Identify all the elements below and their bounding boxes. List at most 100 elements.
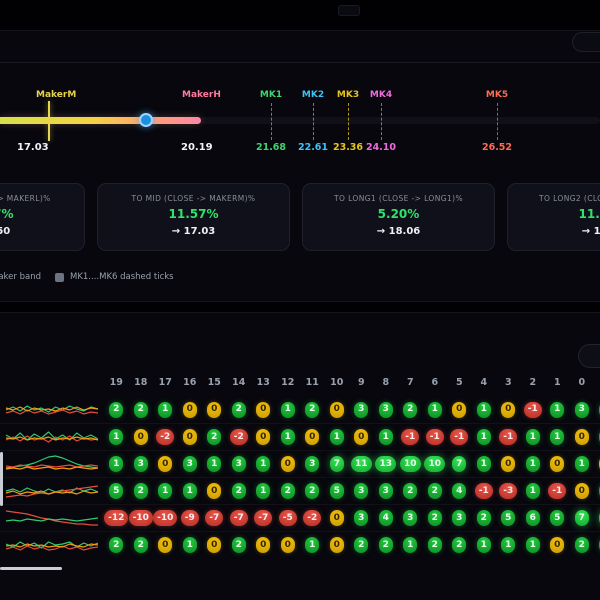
legend-label: Maker band <box>0 272 41 282</box>
value-badge: 1 <box>109 429 124 445</box>
value-badge: 1 <box>280 429 295 445</box>
value-badge: 0 <box>329 401 344 418</box>
horizontal-scrollbar-thumb[interactable] <box>0 567 62 570</box>
column-header: 14 <box>232 377 246 388</box>
card-value: 11.40% <box>578 207 600 221</box>
value-badge: 0 <box>550 456 565 472</box>
value-badge: -2 <box>303 510 322 526</box>
value-badge: 6 <box>525 510 540 526</box>
value-badge: 0 <box>574 483 589 499</box>
value-badge: -7 <box>229 510 248 526</box>
value-badge: 1 <box>427 401 442 418</box>
value-badge: 5 <box>109 483 124 499</box>
column-header: 11 <box>305 377 319 388</box>
value-badge: 0 <box>329 510 344 526</box>
value-badge: -2 <box>156 429 175 445</box>
value-badge: 2 <box>403 483 418 499</box>
value-badge: 3 <box>354 510 369 526</box>
value-badge: 2 <box>574 537 589 553</box>
value-badge: 2 <box>231 537 246 553</box>
column-header: 15 <box>207 377 221 388</box>
value-badge: 1 <box>207 456 222 472</box>
sparkline-chart <box>4 480 100 503</box>
value-badge: 0 <box>182 429 197 445</box>
panel-corner-button[interactable] <box>572 32 600 52</box>
matrix-toolbar-button[interactable] <box>578 344 600 368</box>
stat-card: TO LONG1 (CLOSE -> LONG1)% 5.20% → 18.06 <box>302 183 495 251</box>
value-badge: 2 <box>109 401 124 418</box>
slider-handle[interactable] <box>139 113 153 127</box>
value-badge: 2 <box>452 537 467 553</box>
value-badge: 1 <box>182 537 197 553</box>
value-badge: 0 <box>158 456 173 472</box>
vertical-scrollbar-thumb[interactable] <box>0 452 3 506</box>
value-badge: 1 <box>305 537 320 553</box>
value-badge: 0 <box>256 401 271 418</box>
value-badge: 0 <box>305 429 320 445</box>
mk-tick-line <box>271 103 272 140</box>
value-badge: 1 <box>574 456 589 472</box>
value-badge: 13 <box>375 456 397 472</box>
card-sub: → 19.03 <box>581 226 600 237</box>
mk-tick-value: 21.68 <box>255 142 287 153</box>
legend-item: MK1....MK6 dashed ticks <box>54 272 174 282</box>
value-badge: 0 <box>280 456 295 472</box>
top-chip <box>338 5 360 16</box>
value-badge: 1 <box>256 483 271 499</box>
sparkline-chart <box>4 453 100 476</box>
badge-grid: 220102001022122111021 <box>104 532 600 558</box>
value-badge: 2 <box>133 401 148 418</box>
value-badge: 2 <box>427 483 442 499</box>
card-value: 5.20% <box>377 207 420 221</box>
marker-value: 17.03 <box>17 142 49 153</box>
value-badge: 1 <box>525 537 540 553</box>
value-badge: 2 <box>378 537 393 553</box>
mk-tick-value: 24.10 <box>365 142 397 153</box>
value-badge: 2 <box>109 537 124 553</box>
sparkline-chart <box>4 507 100 530</box>
value-badge: 1 <box>525 456 540 472</box>
stat-card: TO MID (CLOSE -> MAKERM)% 11.57% → 17.03 <box>97 183 290 251</box>
value-badge: -12 <box>104 510 129 526</box>
value-badge: 0 <box>207 401 222 418</box>
value-badge: 2 <box>476 510 491 526</box>
table-header: 19 18 17 16 15 14 13 12 11 10 9 8 7 6 5 4 3 2 1 0 <box>104 377 600 388</box>
value-badge: 0 <box>256 537 271 553</box>
value-badge: 0 <box>501 456 516 472</box>
column-header: 18 <box>134 377 148 388</box>
value-badge: 2 <box>207 429 222 445</box>
value-badge: 1 <box>476 401 491 418</box>
value-badge: 3 <box>378 483 393 499</box>
sparkline-chart <box>4 534 100 557</box>
value-badge: 0 <box>133 429 148 445</box>
value-badge: 1 <box>280 401 295 418</box>
mk-tick-value: 26.52 <box>481 142 513 153</box>
value-badge: 4 <box>378 510 393 526</box>
value-badge: 0 <box>280 537 295 553</box>
cards-row: TO LOW (CLOSE -> MAKERL)% 13.57% → 15.50… <box>0 183 600 251</box>
value-badge: -10 <box>153 510 178 526</box>
value-badge: -9 <box>180 510 199 526</box>
value-badge: 0 <box>207 537 222 553</box>
value-badge: 3 <box>452 510 467 526</box>
value-badge: 3 <box>182 456 197 472</box>
value-badge: 0 <box>501 401 516 418</box>
value-badge: 1 <box>256 456 271 472</box>
card-sub: → 18.06 <box>376 226 421 237</box>
value-badge: 0 <box>452 401 467 418</box>
value-badge: 3 <box>378 401 393 418</box>
card-title: TO LONG2 (CLOSE -> LONG2)% <box>539 194 600 203</box>
mk-tick-value: 22.61 <box>297 142 329 153</box>
value-badge: 2 <box>133 537 148 553</box>
stat-card: TO LOW (CLOSE -> MAKERL)% 13.57% → 15.50 <box>0 183 85 251</box>
value-badge: -1 <box>548 483 567 499</box>
value-badge: 1 <box>158 401 173 418</box>
value-badge: 4 <box>452 483 467 499</box>
value-badge: -1 <box>425 429 444 445</box>
value-badge: 3 <box>133 456 148 472</box>
marker-label: MakerM <box>36 90 77 100</box>
table-rows: 22100201203321010-113310-202-2010101-1-1… <box>0 396 600 558</box>
header-divider <box>0 62 600 63</box>
